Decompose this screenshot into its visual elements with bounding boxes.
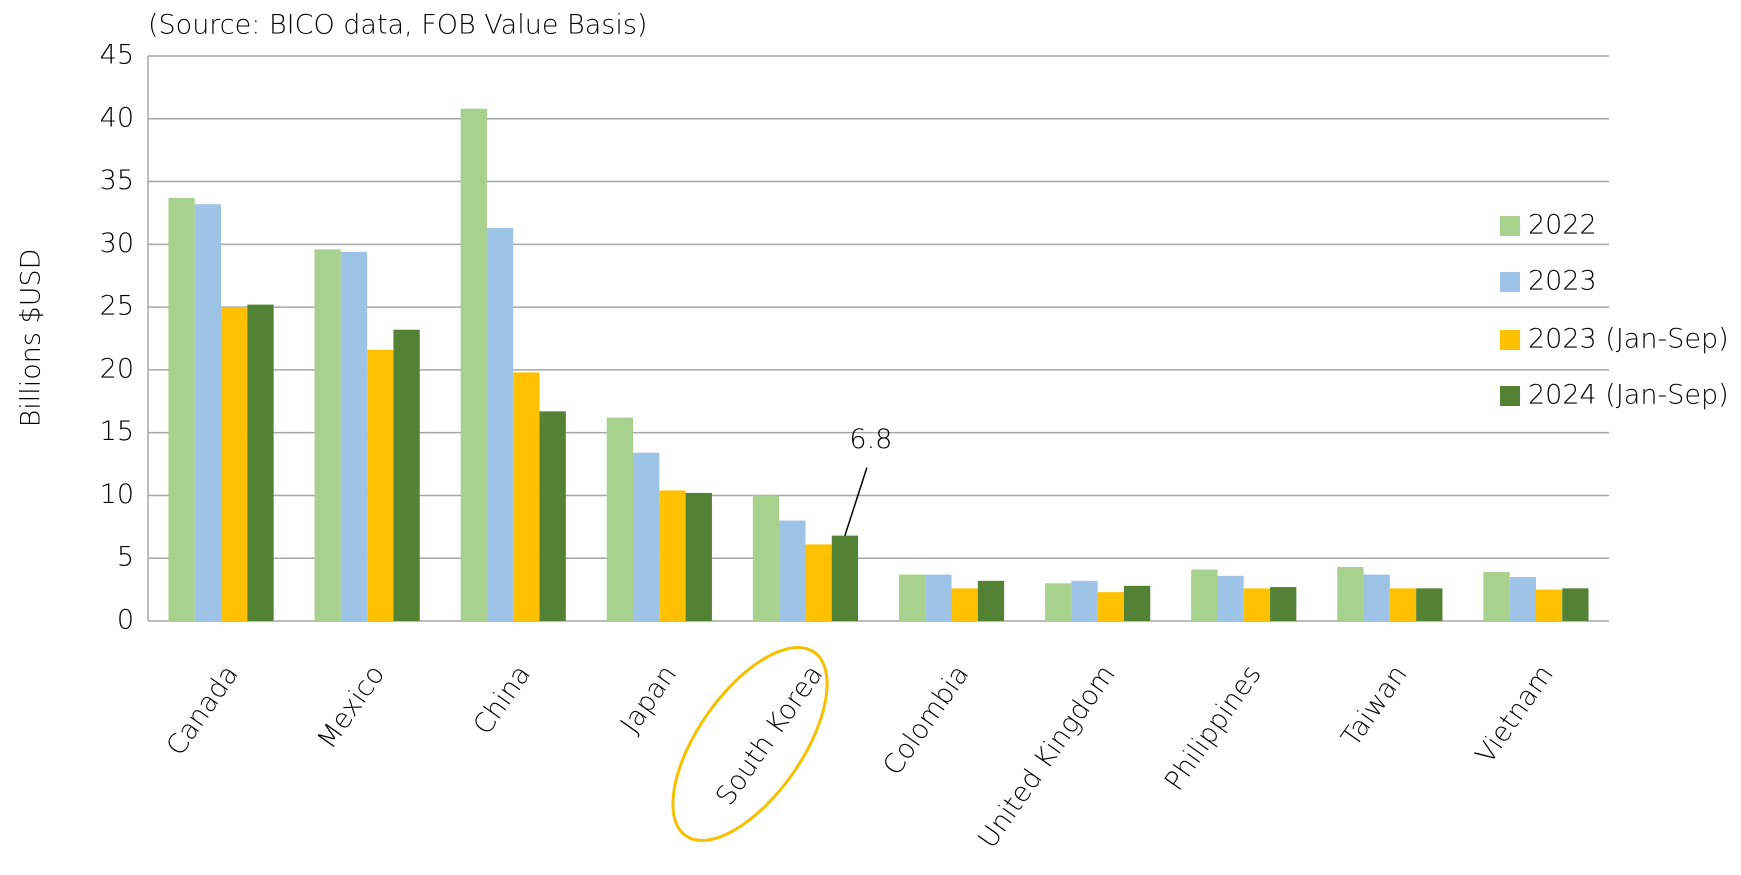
legend-swatch: [1500, 386, 1520, 406]
bar: [460, 108, 487, 621]
x-tick-label: Japan: [615, 660, 684, 739]
x-tick-label: Philippines: [1159, 660, 1268, 797]
y-tick-label: 25: [100, 291, 134, 322]
x-tick-label: United Kingdom: [972, 660, 1121, 855]
bar: [1270, 587, 1297, 621]
x-tick-label: South Korea: [710, 660, 829, 812]
y-tick-label: 35: [100, 165, 134, 196]
bar: [486, 228, 514, 621]
x-tick-label: Vietnam: [1470, 660, 1560, 770]
bar: [194, 204, 222, 621]
legend-label: 2023 (Jan-Sep): [1528, 324, 1729, 355]
bar: [951, 588, 978, 621]
legend-label: 2022: [1528, 210, 1597, 241]
bar: [367, 349, 394, 621]
bar: [659, 490, 686, 621]
bar: [633, 452, 660, 621]
bar: [1337, 567, 1364, 621]
x-tick-label: Canada: [161, 660, 245, 762]
y-tick-label: 0: [117, 605, 134, 636]
bar: [1416, 588, 1443, 621]
bar: [898, 574, 926, 621]
legend-label: 2023: [1528, 266, 1597, 297]
bar: [1562, 588, 1589, 621]
bar: [805, 544, 832, 621]
bar: [314, 249, 341, 621]
bar: [831, 535, 859, 621]
bar: [1045, 583, 1072, 621]
legend-swatch: [1500, 216, 1520, 236]
y-axis-label: Billions $USD: [16, 249, 47, 428]
x-tick-label: Colombia: [877, 660, 975, 782]
bar: [925, 574, 952, 621]
bar: [513, 372, 540, 621]
bar: [539, 411, 566, 621]
bar: [1097, 592, 1124, 621]
bar: [779, 520, 806, 621]
x-tick-label: Mexico: [312, 660, 391, 755]
bar: [1071, 580, 1098, 621]
bar: [977, 580, 1005, 621]
legend-swatch: [1500, 330, 1520, 350]
bar: [752, 495, 780, 621]
bar: [393, 329, 420, 621]
y-tick-label: 5: [117, 542, 134, 573]
y-tick-label: 20: [100, 353, 134, 384]
bar: [1509, 577, 1536, 621]
bar: [340, 251, 368, 621]
bar: [685, 492, 712, 621]
y-tick-label: 30: [100, 228, 134, 259]
y-tick-label: 10: [100, 479, 134, 510]
y-tick-label: 40: [100, 102, 134, 133]
bar: [606, 417, 634, 621]
bar: [1483, 572, 1510, 621]
bar: [247, 304, 274, 621]
bar: [1191, 569, 1218, 621]
bar: [1535, 589, 1563, 621]
x-tick-label: China: [467, 660, 537, 741]
annotation-line: [844, 467, 868, 536]
y-tick-label: 45: [100, 40, 134, 71]
data-label: 6.8: [849, 424, 892, 455]
highlight-ellipse: [671, 646, 829, 842]
bar: [1389, 588, 1417, 621]
bar: [1217, 575, 1244, 621]
bar: [1123, 585, 1151, 621]
legend-label: 2024 (Jan-Sep): [1528, 380, 1729, 411]
bar: [1243, 588, 1271, 621]
bar: [168, 197, 195, 621]
bar: [221, 307, 248, 621]
x-tick-label: Taiwan: [1336, 660, 1414, 753]
y-tick-label: 15: [100, 416, 134, 447]
chart-subtitle: (Source: BICO data, FOB Value Basis): [148, 10, 647, 41]
legend-swatch: [1500, 272, 1520, 292]
bar: [1363, 574, 1390, 621]
